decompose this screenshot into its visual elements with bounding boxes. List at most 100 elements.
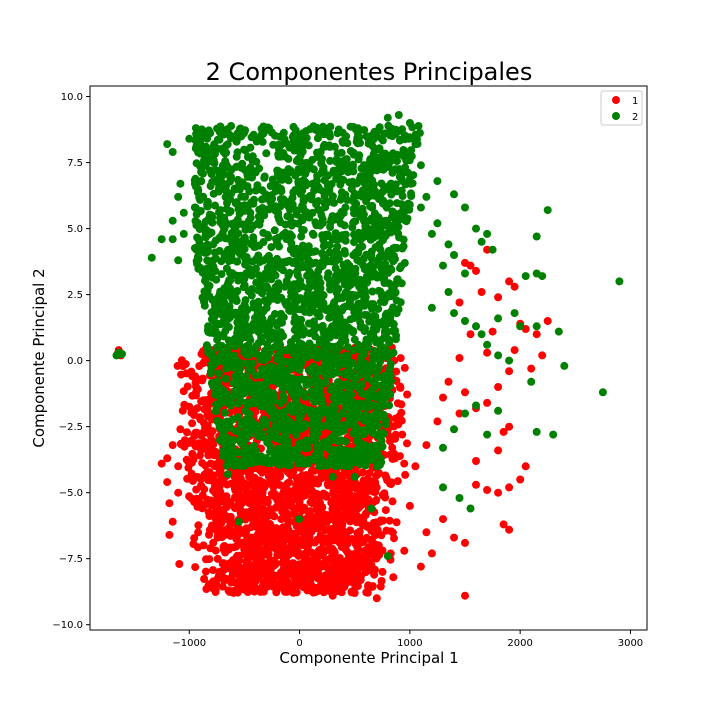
data-point — [157, 459, 166, 468]
data-point — [208, 273, 216, 282]
data-point — [257, 124, 266, 133]
data-point — [337, 188, 346, 197]
data-point — [334, 584, 343, 593]
data-point — [252, 342, 260, 351]
data-point — [331, 462, 340, 471]
data-point — [337, 234, 346, 243]
data-point — [376, 192, 385, 201]
data-point — [302, 549, 310, 557]
data-point — [349, 346, 358, 355]
data-point — [223, 525, 232, 534]
data-point — [353, 566, 362, 575]
data-point — [416, 562, 425, 571]
data-point — [374, 528, 382, 537]
data-point — [233, 318, 242, 327]
data-point — [220, 408, 229, 417]
data-point — [392, 367, 401, 376]
data-point — [461, 538, 469, 547]
data-point — [381, 506, 390, 515]
data-point — [378, 343, 387, 352]
data-point — [163, 478, 172, 487]
data-point — [278, 198, 287, 207]
data-point — [346, 563, 355, 572]
data-point — [326, 354, 335, 363]
data-point — [235, 185, 244, 194]
data-point — [255, 423, 264, 432]
data-point — [217, 270, 226, 279]
data-point — [239, 192, 248, 201]
data-point — [369, 300, 378, 309]
data-point — [328, 235, 337, 244]
data-point — [232, 579, 241, 588]
data-point — [461, 388, 469, 397]
data-point — [283, 281, 292, 290]
data-point — [275, 362, 284, 371]
data-point — [281, 298, 290, 307]
data-point — [338, 306, 347, 315]
data-point — [255, 466, 264, 475]
data-point — [285, 268, 294, 277]
data-point — [405, 501, 414, 510]
data-point — [388, 443, 397, 452]
data-point — [516, 475, 525, 484]
data-point — [378, 136, 387, 145]
data-point — [328, 192, 337, 201]
data-point — [292, 538, 301, 547]
data-point — [194, 528, 203, 537]
data-point — [201, 274, 210, 282]
data-point — [188, 449, 197, 458]
data-point — [309, 343, 318, 352]
data-point — [233, 287, 242, 295]
data-point — [204, 449, 213, 458]
data-point — [289, 350, 298, 359]
data-point — [297, 424, 306, 433]
data-point — [294, 284, 303, 293]
data-point — [302, 353, 311, 362]
data-point — [450, 533, 458, 542]
data-point — [494, 293, 503, 302]
data-point — [254, 136, 263, 144]
data-point — [318, 215, 327, 224]
data-point — [213, 496, 222, 505]
data-point — [207, 379, 216, 387]
data-point — [386, 437, 394, 446]
data-point — [231, 479, 240, 488]
data-point — [262, 149, 271, 158]
data-point — [269, 140, 278, 149]
data-point — [227, 172, 235, 181]
data-point — [360, 126, 369, 135]
data-point — [304, 507, 313, 516]
data-point — [200, 405, 209, 414]
data-point — [348, 398, 357, 406]
data-point — [400, 363, 409, 372]
data-point — [215, 468, 224, 477]
data-point — [351, 539, 360, 548]
data-point — [261, 534, 270, 543]
data-point — [354, 155, 363, 164]
data-point — [235, 551, 244, 560]
data-point — [205, 530, 213, 539]
data-point — [255, 388, 264, 397]
data-point — [350, 589, 359, 597]
data-point — [204, 581, 213, 590]
data-point — [265, 521, 274, 530]
data-point — [364, 422, 373, 430]
data-point — [200, 575, 209, 583]
data-point — [186, 369, 195, 378]
data-point — [255, 220, 264, 229]
data-point — [370, 376, 379, 385]
data-point — [209, 240, 218, 249]
data-point — [189, 540, 198, 548]
data-point — [335, 380, 344, 388]
data-point — [215, 233, 224, 242]
data-point — [402, 156, 411, 165]
data-point — [216, 394, 225, 403]
data-point — [255, 205, 264, 214]
data-point — [188, 419, 197, 428]
data-point — [249, 303, 258, 312]
data-point — [306, 482, 315, 491]
data-point — [345, 362, 354, 371]
data-point — [214, 185, 223, 194]
data-point — [347, 390, 356, 399]
